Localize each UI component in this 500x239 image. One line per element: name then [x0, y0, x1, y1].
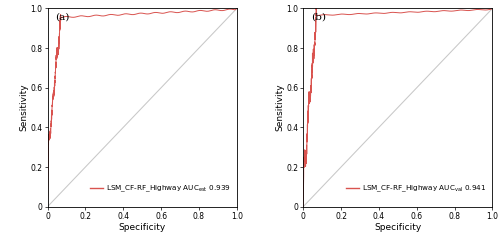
Text: (b): (b): [310, 12, 326, 21]
Text: (a): (a): [55, 12, 70, 21]
Legend: LSM_CF-RF_Highway AUC$_{\mathrm{val}}$ 0.941: LSM_CF-RF_Highway AUC$_{\mathrm{val}}$ 0…: [343, 181, 489, 197]
Legend: LSM_CF-RF_Highway AUC$_{\mathrm{est}}$ 0.939: LSM_CF-RF_Highway AUC$_{\mathrm{est}}$ 0…: [87, 181, 234, 197]
Y-axis label: Sensitivity: Sensitivity: [275, 84, 284, 131]
X-axis label: Specificity: Specificity: [374, 223, 422, 232]
Y-axis label: Sensitivity: Sensitivity: [20, 84, 28, 131]
X-axis label: Specificity: Specificity: [118, 223, 166, 232]
